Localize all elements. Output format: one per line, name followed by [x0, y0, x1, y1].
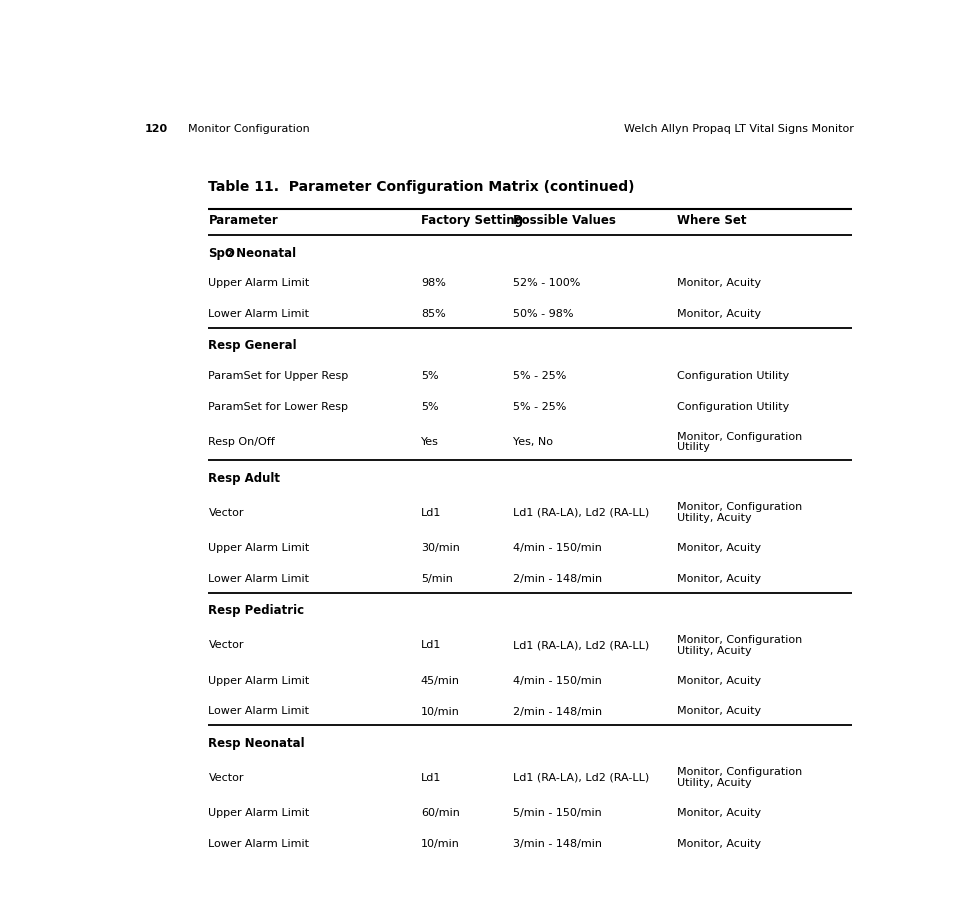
Text: Vector: Vector — [208, 507, 244, 518]
Text: Resp Adult: Resp Adult — [208, 472, 280, 484]
Text: 2/min - 148/min: 2/min - 148/min — [513, 706, 602, 717]
Text: Upper Alarm Limit: Upper Alarm Limit — [208, 543, 309, 554]
Text: 10/min: 10/min — [420, 706, 459, 717]
Text: Possible Values: Possible Values — [513, 214, 616, 227]
Text: 30/min: 30/min — [420, 543, 459, 554]
Text: Monitor, Configuration: Monitor, Configuration — [676, 767, 802, 777]
Text: Welch Allyn Propaq LT Vital Signs Monitor: Welch Allyn Propaq LT Vital Signs Monito… — [624, 124, 854, 134]
Text: 5%: 5% — [420, 371, 439, 380]
Text: Upper Alarm Limit: Upper Alarm Limit — [208, 676, 309, 686]
Text: Utility: Utility — [676, 442, 709, 452]
Text: 5% - 25%: 5% - 25% — [513, 371, 566, 380]
Text: Vector: Vector — [208, 773, 244, 783]
Text: 5%: 5% — [420, 402, 439, 412]
Text: Lower Alarm Limit: Lower Alarm Limit — [208, 706, 309, 717]
Text: Yes, No: Yes, No — [513, 437, 553, 447]
Text: Ld1 (RA-LA), Ld2 (RA-LL): Ld1 (RA-LA), Ld2 (RA-LL) — [513, 773, 649, 783]
Text: 5% - 25%: 5% - 25% — [513, 402, 566, 412]
Text: 10/min: 10/min — [420, 839, 459, 849]
Text: Parameter: Parameter — [208, 214, 278, 227]
Text: Table 11.  Parameter Configuration Matrix (continued): Table 11. Parameter Configuration Matrix… — [208, 180, 635, 193]
Text: ParamSet for Upper Resp: ParamSet for Upper Resp — [208, 371, 348, 380]
Text: Vector: Vector — [208, 640, 244, 650]
Text: Resp On/Off: Resp On/Off — [208, 437, 275, 447]
Text: Lower Alarm Limit: Lower Alarm Limit — [208, 309, 309, 320]
Text: 120: 120 — [145, 124, 168, 134]
Text: Monitor, Configuration: Monitor, Configuration — [676, 635, 802, 645]
Text: 4/min - 150/min: 4/min - 150/min — [513, 543, 602, 554]
Text: Factory Setting: Factory Setting — [420, 214, 523, 227]
Text: 45/min: 45/min — [420, 676, 460, 686]
Text: Lower Alarm Limit: Lower Alarm Limit — [208, 574, 309, 584]
Text: Monitor, Acuity: Monitor, Acuity — [676, 808, 761, 818]
Text: SpO: SpO — [208, 247, 235, 260]
Text: 2: 2 — [227, 250, 233, 259]
Text: Monitor, Acuity: Monitor, Acuity — [676, 706, 761, 717]
Text: Monitor, Acuity: Monitor, Acuity — [676, 574, 761, 584]
Text: Utility, Acuity: Utility, Acuity — [676, 778, 751, 788]
Text: 4/min - 150/min: 4/min - 150/min — [513, 676, 602, 686]
Text: Yes: Yes — [420, 437, 439, 447]
Text: Ld1 (RA-LA), Ld2 (RA-LL): Ld1 (RA-LA), Ld2 (RA-LL) — [513, 640, 649, 650]
Text: Monitor Configuration: Monitor Configuration — [188, 124, 309, 134]
Text: Monitor, Configuration: Monitor, Configuration — [676, 503, 802, 512]
Text: Monitor, Acuity: Monitor, Acuity — [676, 839, 761, 849]
Text: Monitor, Acuity: Monitor, Acuity — [676, 309, 761, 320]
Text: 98%: 98% — [420, 278, 446, 288]
Text: Monitor, Acuity: Monitor, Acuity — [676, 543, 761, 554]
Text: Where Set: Where Set — [676, 214, 746, 227]
Text: 2/min - 148/min: 2/min - 148/min — [513, 574, 602, 584]
Text: 52% - 100%: 52% - 100% — [513, 278, 580, 288]
Text: Lower Alarm Limit: Lower Alarm Limit — [208, 839, 309, 849]
Text: 60/min: 60/min — [420, 808, 459, 818]
Text: Configuration Utility: Configuration Utility — [676, 371, 789, 380]
Text: Upper Alarm Limit: Upper Alarm Limit — [208, 278, 309, 288]
Text: Ld1: Ld1 — [420, 507, 441, 518]
Text: Upper Alarm Limit: Upper Alarm Limit — [208, 808, 309, 818]
Text: 50% - 98%: 50% - 98% — [513, 309, 573, 320]
Text: Monitor, Acuity: Monitor, Acuity — [676, 278, 761, 288]
Text: Ld1 (RA-LA), Ld2 (RA-LL): Ld1 (RA-LA), Ld2 (RA-LL) — [513, 507, 649, 518]
Text: 85%: 85% — [420, 309, 446, 320]
Text: Resp General: Resp General — [208, 339, 297, 352]
Text: 5/min: 5/min — [420, 574, 452, 584]
Text: Resp Neonatal: Resp Neonatal — [208, 737, 306, 750]
Text: Neonatal: Neonatal — [232, 247, 296, 260]
Text: 5/min - 150/min: 5/min - 150/min — [513, 808, 601, 818]
Text: Ld1: Ld1 — [420, 773, 441, 783]
Text: Utility, Acuity: Utility, Acuity — [676, 513, 751, 523]
Text: ParamSet for Lower Resp: ParamSet for Lower Resp — [208, 402, 348, 412]
Text: 3/min - 148/min: 3/min - 148/min — [513, 839, 602, 849]
Text: Monitor, Configuration: Monitor, Configuration — [676, 432, 802, 441]
Text: Monitor, Acuity: Monitor, Acuity — [676, 676, 761, 686]
Text: Configuration Utility: Configuration Utility — [676, 402, 789, 412]
Text: Ld1: Ld1 — [420, 640, 441, 650]
Text: Resp Pediatric: Resp Pediatric — [208, 604, 305, 617]
Text: Utility, Acuity: Utility, Acuity — [676, 646, 751, 656]
